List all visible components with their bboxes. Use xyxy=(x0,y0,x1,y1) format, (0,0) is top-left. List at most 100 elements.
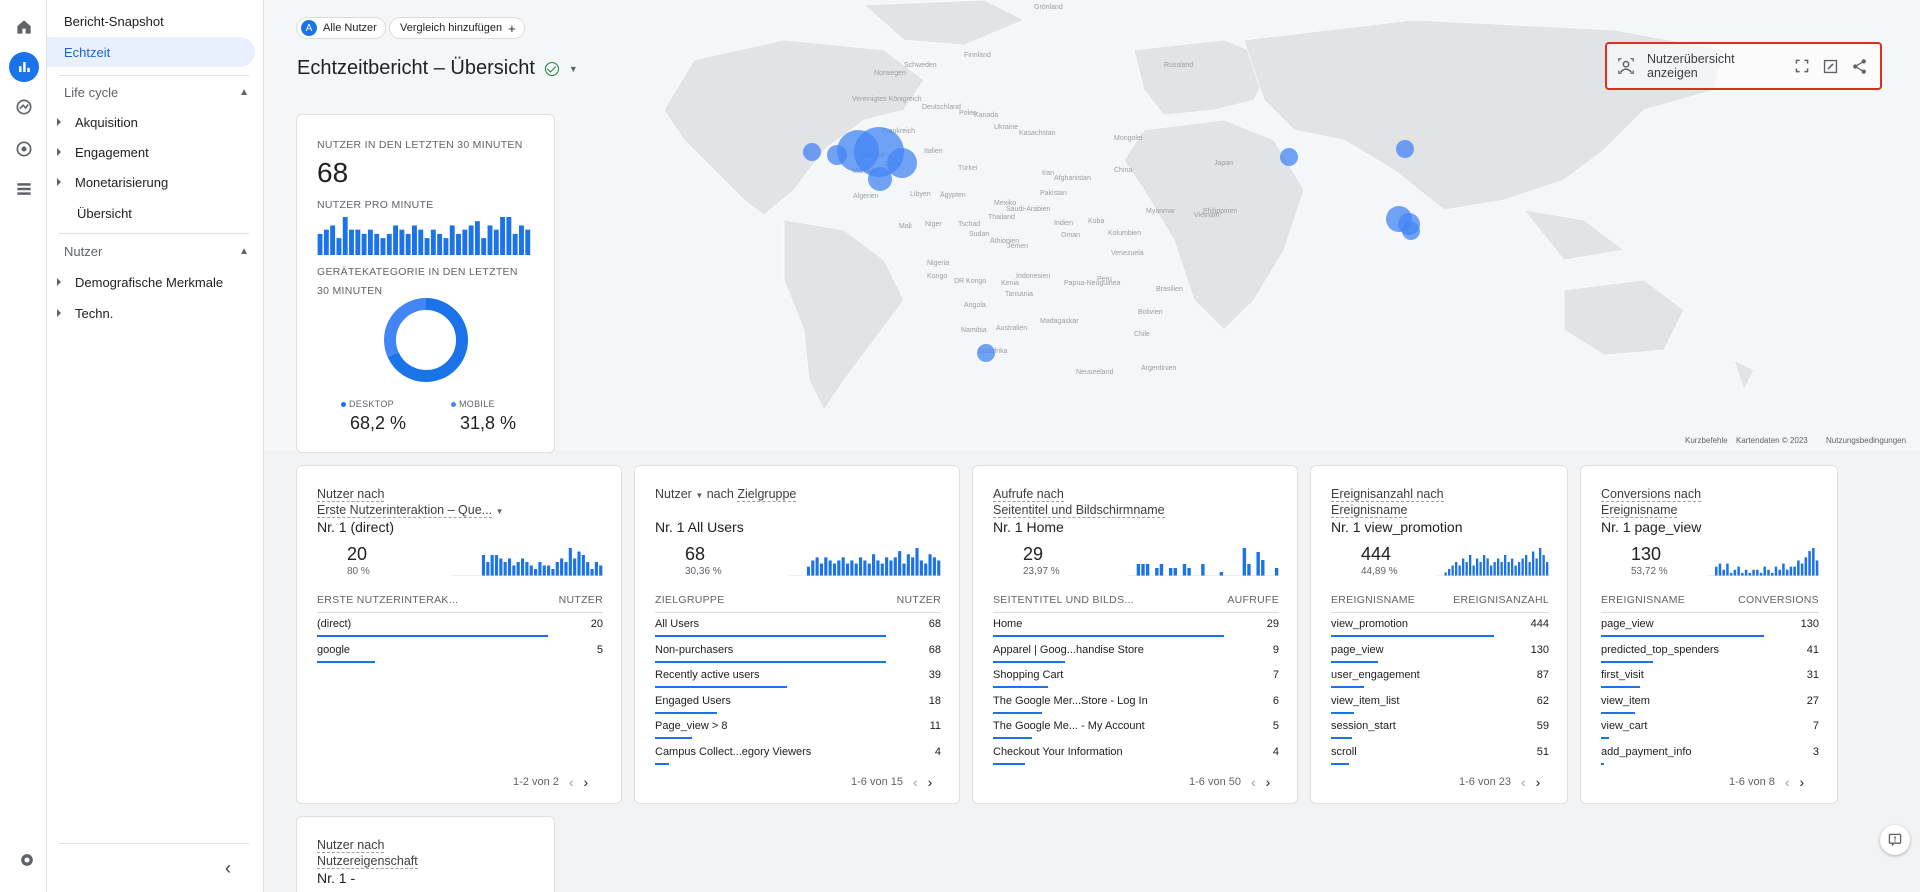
table-row[interactable]: page_view 130 xyxy=(1601,618,1819,643)
location-bubble[interactable] xyxy=(977,344,995,362)
per-minute-bar[interactable] xyxy=(380,238,386,255)
dropdown-arrow-icon[interactable]: ▼ xyxy=(695,491,704,500)
sparkline-bar[interactable] xyxy=(573,558,577,577)
location-bubble[interactable] xyxy=(1280,148,1298,166)
home-icon[interactable] xyxy=(9,12,39,42)
location-bubble[interactable] xyxy=(868,167,892,191)
user-explorer-icon[interactable] xyxy=(1617,57,1635,75)
sparkline-bar[interactable] xyxy=(1718,563,1722,576)
card-sparkline[interactable] xyxy=(1127,546,1279,576)
sparkline-bar[interactable] xyxy=(490,555,494,576)
feedback-icon[interactable] xyxy=(1880,825,1910,855)
sparkline-bar[interactable] xyxy=(924,563,928,576)
sparkline-bar[interactable] xyxy=(486,562,490,576)
location-bubble[interactable] xyxy=(1402,222,1420,240)
sparkline-bar[interactable] xyxy=(1763,566,1767,576)
sparkline-bar[interactable] xyxy=(1815,560,1819,576)
table-row[interactable]: Page_view > 8 11 xyxy=(655,720,941,745)
sparkline-bar[interactable] xyxy=(1458,565,1461,577)
fullscreen-icon[interactable] xyxy=(1793,57,1810,75)
sparkline-bar[interactable] xyxy=(1546,562,1549,576)
sparkline-bar[interactable] xyxy=(525,562,529,576)
table-row[interactable]: Home 29 xyxy=(993,618,1279,643)
per-minute-bar[interactable] xyxy=(349,229,354,255)
sparkline-bar[interactable] xyxy=(1804,557,1808,576)
per-minute-bar[interactable] xyxy=(418,229,424,255)
section-lifecycle[interactable]: Life cycle ▲ xyxy=(64,82,249,102)
sparkline-bar[interactable] xyxy=(819,563,824,576)
per-minute-bar[interactable] xyxy=(412,225,417,255)
sparkline-bar[interactable] xyxy=(889,560,893,576)
per-minute-bar[interactable] xyxy=(317,233,323,255)
per-minute-bar[interactable] xyxy=(342,217,348,255)
per-minute-bar[interactable] xyxy=(430,229,436,255)
sparkline-bar[interactable] xyxy=(1752,569,1755,576)
sparkline-bar[interactable] xyxy=(1770,572,1774,576)
sparkline-bar[interactable] xyxy=(832,563,837,576)
previous-page-icon[interactable]: ‹ xyxy=(568,774,574,790)
table-row[interactable]: view_promotion 444 xyxy=(1331,618,1549,643)
sparkline-bar[interactable] xyxy=(1733,569,1737,576)
table-row[interactable]: Apparel | Goog...handise Store 9 xyxy=(993,644,1279,669)
sparkline-bar[interactable] xyxy=(858,557,863,576)
per-minute-bar[interactable] xyxy=(512,233,518,255)
table-row[interactable]: google 5 xyxy=(317,644,603,669)
per-minute-bar[interactable] xyxy=(525,229,531,255)
sparkline-bar[interactable] xyxy=(841,557,845,576)
sparkline-bar[interactable] xyxy=(1448,569,1451,576)
sparkline-bar[interactable] xyxy=(1451,565,1454,577)
sparkline-bar[interactable] xyxy=(1490,565,1493,577)
advertising-icon[interactable] xyxy=(9,134,39,164)
card-title-dimension[interactable]: Zielgruppe xyxy=(737,487,797,502)
sparkline-bar[interactable] xyxy=(1479,562,1482,576)
table-row[interactable]: session_start 59 xyxy=(1331,720,1549,745)
sparkline-bar[interactable] xyxy=(1737,566,1740,576)
table-row[interactable]: (direct) 20 xyxy=(317,618,603,643)
table-row[interactable]: predicted_top_spenders 41 xyxy=(1601,644,1819,669)
sparkline-bar[interactable] xyxy=(1744,569,1748,576)
per-minute-bar[interactable] xyxy=(424,238,430,255)
sparkline-bar[interactable] xyxy=(915,548,919,576)
sparkline-bar[interactable] xyxy=(1219,572,1224,576)
sparkline-bar[interactable] xyxy=(876,560,880,576)
sparkline-bar[interactable] xyxy=(845,563,850,576)
per-minute-bar[interactable] xyxy=(506,217,512,255)
sparkline-bar[interactable] xyxy=(520,558,525,577)
sparkline-bar[interactable] xyxy=(1261,560,1265,576)
sparkline-bar[interactable] xyxy=(542,565,546,577)
column-header-dimension[interactable]: EREIGNISNAME xyxy=(1601,594,1686,606)
map-terms-link[interactable]: Nutzungsbedingungen xyxy=(1826,436,1907,445)
nav-engagement[interactable]: Engagement xyxy=(57,142,149,162)
sparkline-bar[interactable] xyxy=(1145,564,1150,576)
per-minute-bar[interactable] xyxy=(361,233,367,255)
map-shortcuts-link[interactable]: Kurzbefehle xyxy=(1685,436,1728,445)
sparkline-bar[interactable] xyxy=(1714,566,1718,576)
per-minute-bar[interactable] xyxy=(405,233,411,255)
table-row[interactable]: Recently active users 39 xyxy=(655,669,941,694)
table-row[interactable]: The Google Me... - My Account 5 xyxy=(993,720,1279,745)
sparkline-bar[interactable] xyxy=(911,557,915,576)
per-minute-bar[interactable] xyxy=(336,238,342,255)
sparkline-bar[interactable] xyxy=(1511,558,1514,577)
sparkline-bar[interactable] xyxy=(516,562,520,576)
sparkline-bar[interactable] xyxy=(481,555,486,576)
sparkline-bar[interactable] xyxy=(1469,555,1472,576)
sparkline-bar[interactable] xyxy=(581,555,585,576)
card-sparkline[interactable] xyxy=(789,546,941,576)
sparkline-bar[interactable] xyxy=(1532,551,1535,577)
reports-icon[interactable] xyxy=(9,52,39,82)
sparkline-bar[interactable] xyxy=(1274,568,1279,576)
sparkline-bar[interactable] xyxy=(1242,548,1247,576)
sparkline-bar[interactable] xyxy=(512,565,516,577)
table-row[interactable]: Checkout Your Information 4 xyxy=(993,746,1279,771)
segment-chip[interactable]: A Alle Nutzer xyxy=(296,17,386,39)
next-page-icon[interactable]: › xyxy=(1265,774,1271,790)
per-minute-bar[interactable] xyxy=(323,229,329,255)
per-minute-bar[interactable] xyxy=(449,225,455,255)
sparkline-bar[interactable] xyxy=(885,557,889,576)
sparkline-bar[interactable] xyxy=(551,569,555,576)
sparkline-bar[interactable] xyxy=(1800,563,1804,576)
sparkline-bar[interactable] xyxy=(1465,562,1468,576)
sparkline-bar[interactable] xyxy=(1455,562,1458,576)
next-page-icon[interactable]: › xyxy=(1535,774,1541,790)
